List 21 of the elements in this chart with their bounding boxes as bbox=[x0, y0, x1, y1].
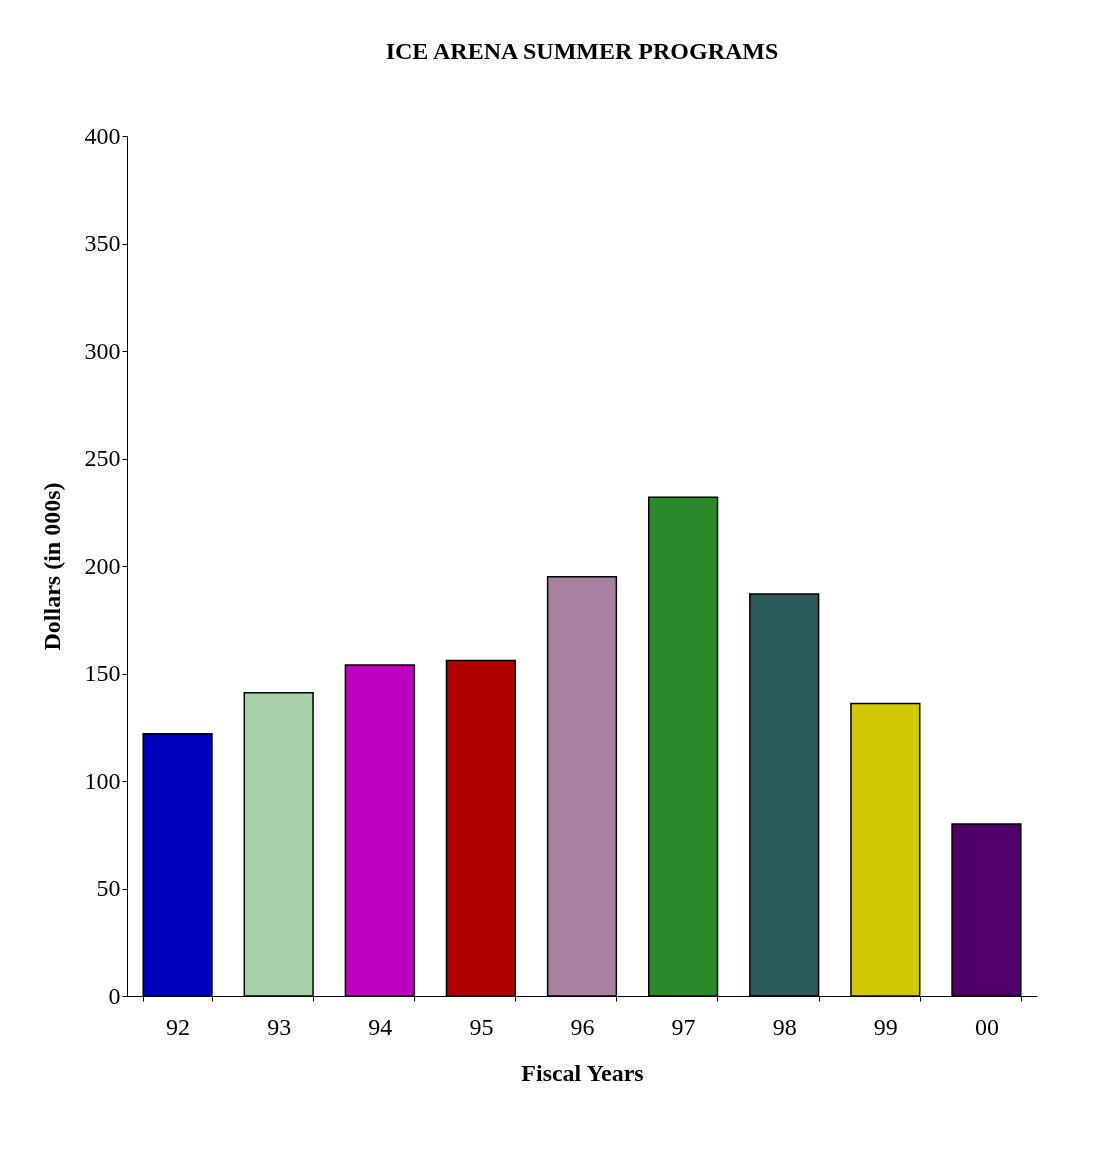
x-tick-label: 93 bbox=[267, 1013, 292, 1040]
y-tick-label: 50 bbox=[96, 875, 121, 901]
y-tick-label: 0 bbox=[108, 982, 121, 1009]
x-tick-label: 00 bbox=[974, 1013, 999, 1040]
y-tick-label: 300 bbox=[84, 337, 121, 364]
x-tick-label: 94 bbox=[368, 1013, 393, 1040]
y-tick-label: 150 bbox=[84, 660, 121, 686]
y-tick-label: 400 bbox=[84, 122, 121, 149]
x-tick-label: 98 bbox=[772, 1013, 797, 1040]
x-tick-label: 99 bbox=[873, 1013, 898, 1040]
chart-title: ICE ARENA SUMMER PROGRAMS bbox=[385, 38, 779, 64]
x-axis-title: Fiscal Years bbox=[521, 1059, 644, 1086]
y-axis-title: Dollars (in 000s) bbox=[38, 482, 65, 651]
y-tick-label: 350 bbox=[84, 230, 121, 256]
x-tick-label: 95 bbox=[469, 1013, 494, 1040]
y-tick-label: 100 bbox=[84, 767, 121, 794]
x-tick-label: 92 bbox=[166, 1013, 191, 1040]
y-tick-label: 200 bbox=[84, 552, 121, 579]
x-tick-label: 97 bbox=[671, 1013, 696, 1040]
x-tick-label: 96 bbox=[570, 1013, 595, 1040]
y-tick-label: 250 bbox=[84, 445, 121, 471]
